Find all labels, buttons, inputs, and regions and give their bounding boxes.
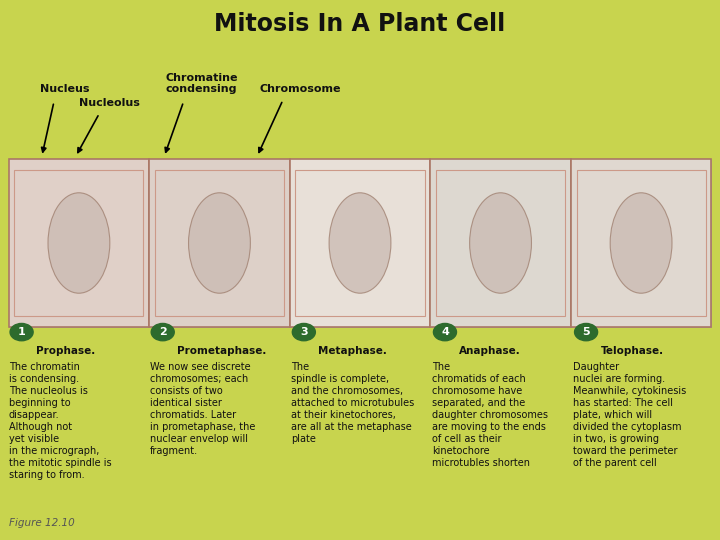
Bar [436, 170, 565, 316]
Text: Daughter
nuclei are forming.
Meanwhile, cytokinesis
has started: The cell
plate,: Daughter nuclei are forming. Meanwhile, … [573, 362, 686, 468]
Text: The
chromatids of each
chromosome have
separated, and the
daughter chromosomes
a: The chromatids of each chromosome have s… [432, 362, 548, 468]
Text: 2: 2 [159, 327, 166, 337]
Text: 1: 1 [18, 327, 25, 337]
Text: Telophase.: Telophase. [600, 346, 664, 356]
Text: 5: 5 [582, 327, 590, 337]
Circle shape [292, 323, 315, 341]
Text: Chromatine
condensing: Chromatine condensing [166, 73, 238, 94]
Bar [577, 170, 706, 316]
Bar [295, 170, 425, 316]
Text: Mitosis In A Plant Cell: Mitosis In A Plant Cell [215, 12, 505, 36]
Text: 3: 3 [300, 327, 307, 337]
Text: Chromosome: Chromosome [259, 84, 341, 94]
Bar [431, 159, 571, 327]
Text: Nucleus: Nucleus [40, 84, 89, 94]
Text: Anaphase.: Anaphase. [459, 346, 521, 356]
Circle shape [10, 323, 33, 341]
Bar [155, 170, 284, 316]
Text: Metaphase.: Metaphase. [318, 346, 387, 356]
Text: Nucleolus: Nucleolus [79, 98, 140, 108]
Circle shape [433, 323, 456, 341]
Ellipse shape [189, 193, 251, 293]
Text: The
spindle is complete,
and the chromosomes,
attached to microtubules
at their : The spindle is complete, and the chromos… [291, 362, 414, 444]
Text: Prometaphase.: Prometaphase. [177, 346, 266, 356]
Circle shape [151, 323, 174, 341]
Bar [149, 159, 289, 327]
Ellipse shape [610, 193, 672, 293]
Bar [14, 170, 143, 316]
Ellipse shape [329, 193, 391, 293]
Bar [9, 159, 149, 327]
Text: We now see discrete
chromosomes; each
consists of two
identical sister
chromatid: We now see discrete chromosomes; each co… [150, 362, 255, 456]
Ellipse shape [469, 193, 531, 293]
Bar [289, 159, 431, 327]
Text: Figure 12.10: Figure 12.10 [9, 518, 74, 528]
Text: 4: 4 [441, 327, 449, 337]
Text: The chromatin
is condensing.
The nucleolus is
beginning to
disappear.
Although n: The chromatin is condensing. The nucleol… [9, 362, 112, 480]
Text: Prophase.: Prophase. [36, 346, 95, 356]
Ellipse shape [48, 193, 110, 293]
Circle shape [575, 323, 598, 341]
Bar [9, 159, 711, 327]
Bar [571, 159, 711, 327]
